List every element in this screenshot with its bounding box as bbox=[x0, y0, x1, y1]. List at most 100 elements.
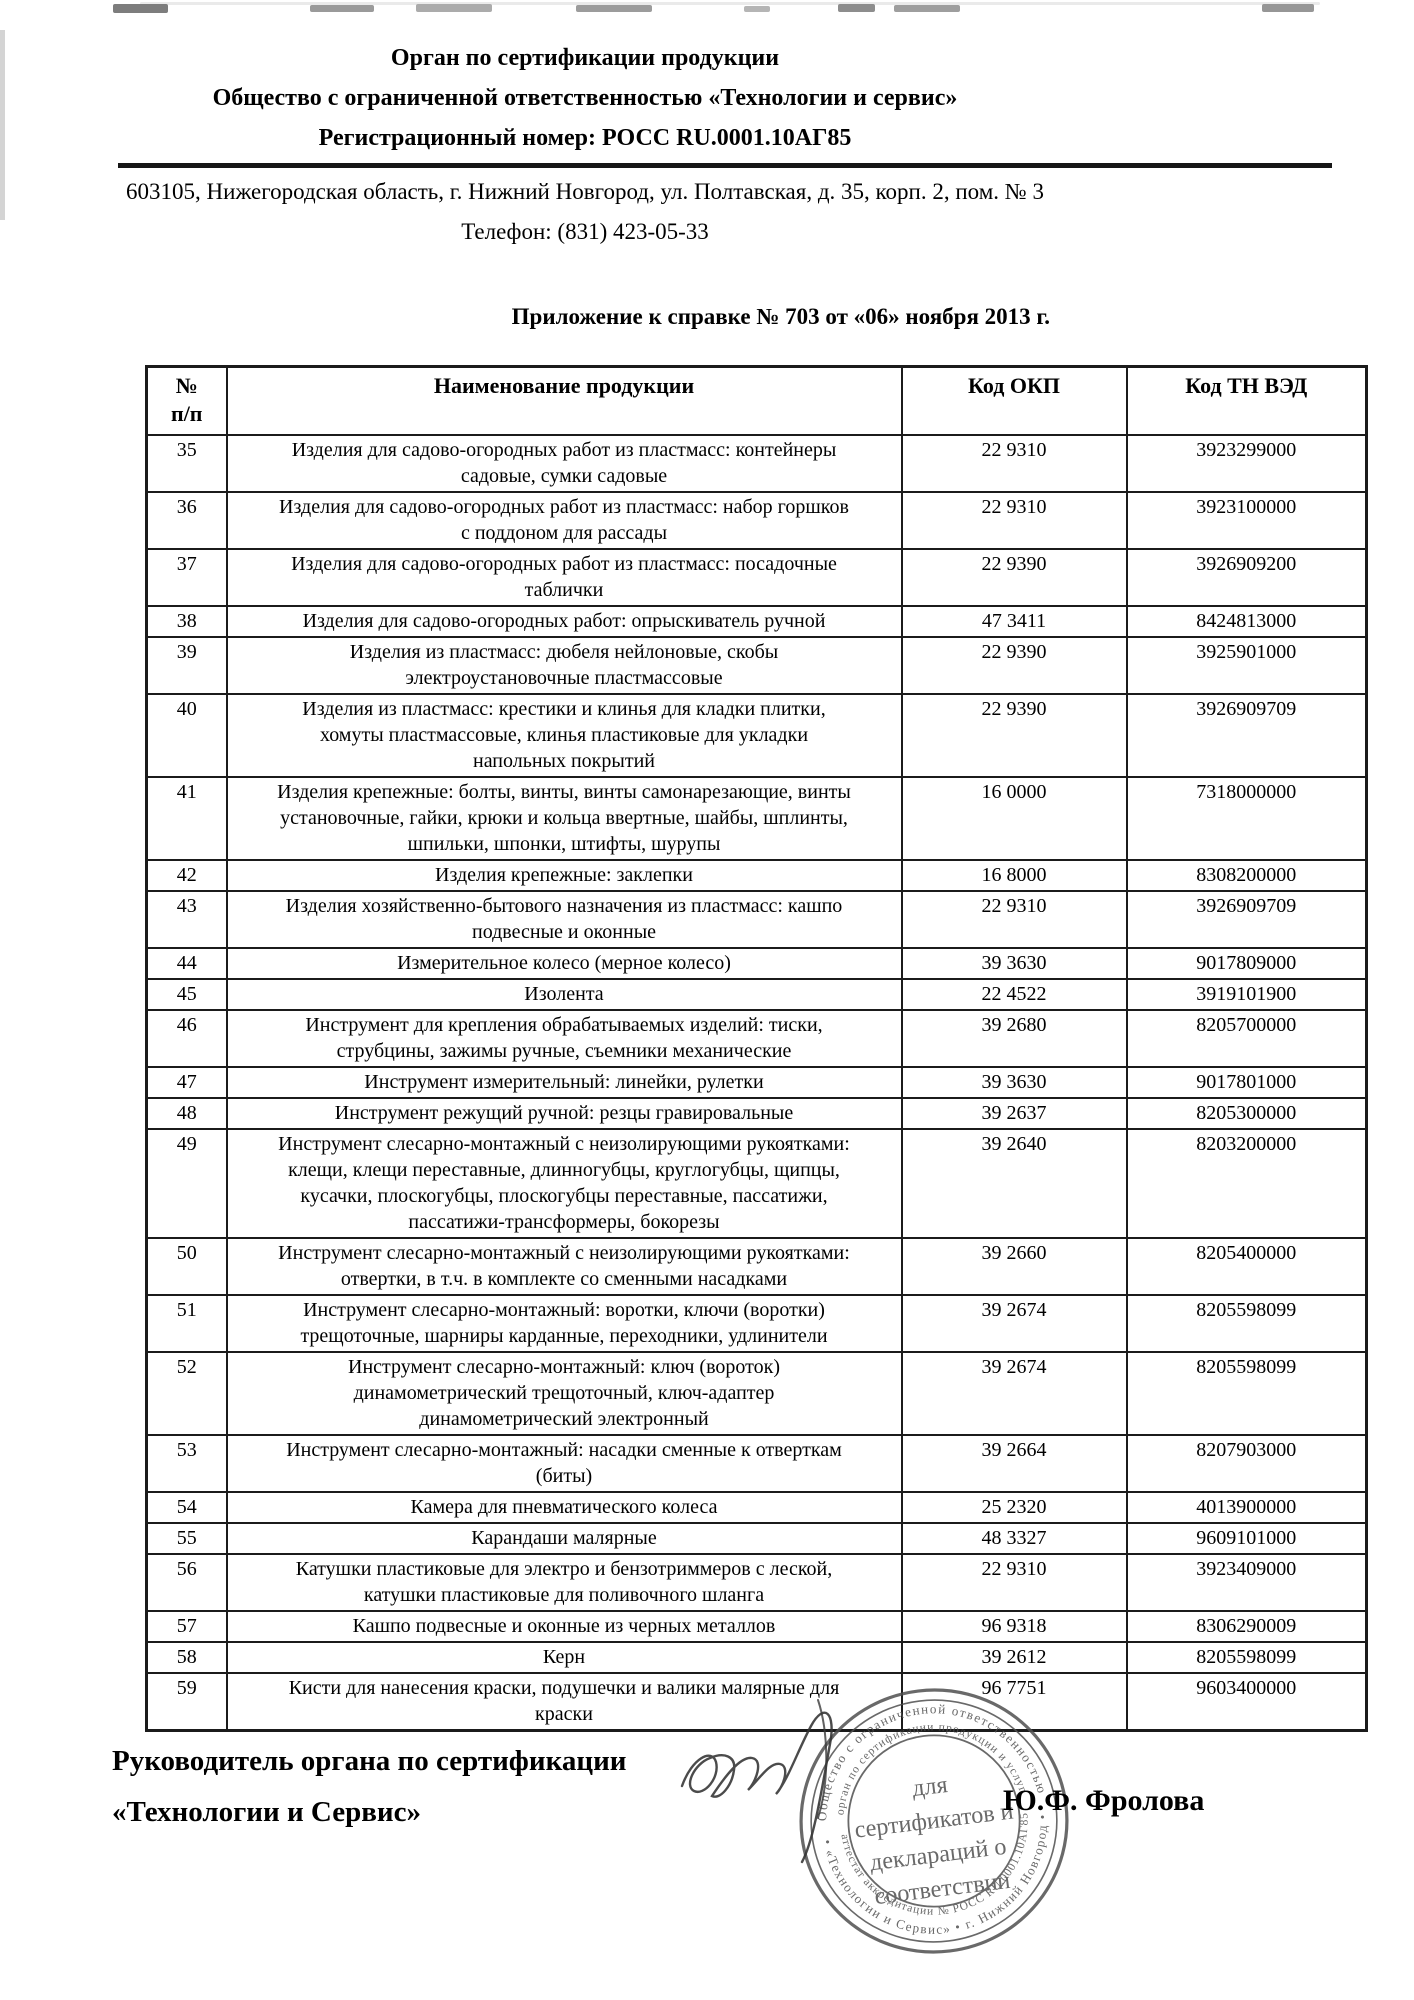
row-tnved: 8205598099 bbox=[1125, 1294, 1368, 1353]
row-num: 46 bbox=[145, 1009, 228, 1068]
stamp-center-line1: для bbox=[911, 1771, 949, 1802]
signatory-role-line1: Руководитель органа по сертификации bbox=[112, 1745, 627, 1777]
row-name: Изделия для садово-огородных работ из пл… bbox=[225, 548, 903, 607]
registration-number: Регистрационный номер: РОСС RU.0001.10АГ… bbox=[318, 125, 852, 151]
row-tnved: 8207903000 bbox=[1125, 1434, 1368, 1493]
table-row: 53 Инструмент слесарно-монтажный: насадки… bbox=[145, 1434, 1368, 1493]
row-tnved: 8306290009 bbox=[1125, 1610, 1368, 1643]
row-tnved: 9603400000 bbox=[1125, 1672, 1368, 1732]
row-num: 45 bbox=[145, 978, 228, 1011]
row-tnved: 3923299000 bbox=[1125, 434, 1368, 493]
row-num: 58 bbox=[145, 1641, 228, 1674]
table-row: 45 Изолента 22 4522 3919101900 bbox=[145, 978, 1368, 1011]
col-header-okp: Код ОКП bbox=[900, 365, 1128, 436]
row-num: 54 bbox=[145, 1491, 228, 1524]
row-name: Измерительное колесо (мерное колесо) bbox=[225, 947, 903, 980]
row-okp: 22 9310 bbox=[900, 1553, 1128, 1612]
scan-edge-shadow bbox=[0, 30, 5, 220]
row-tnved: 3925901000 bbox=[1125, 636, 1368, 695]
table-row: 49 Инструмент слесарно-монтажный с неизол… bbox=[145, 1128, 1368, 1239]
col-header-num-line1: № bbox=[175, 373, 198, 398]
row-tnved: 8205300000 bbox=[1125, 1097, 1368, 1130]
row-okp: 22 9390 bbox=[900, 548, 1128, 607]
table-row: 40 Изделия из пластмасс: крестики и клинь… bbox=[145, 693, 1368, 778]
row-name: Изделия из пластмасс: крестики и клинья … bbox=[225, 693, 903, 778]
row-num: 59 bbox=[145, 1672, 228, 1732]
signatory-role: Руководитель органа по сертификации «Тех… bbox=[112, 1736, 626, 1838]
row-okp: 96 7751 bbox=[900, 1672, 1128, 1732]
table-row: 46 Инструмент для крепления обрабатываемы… bbox=[145, 1009, 1368, 1068]
table-row: 55 Карандаши малярные 48 3327 9609101000 bbox=[145, 1522, 1368, 1555]
row-okp: 39 2660 bbox=[900, 1237, 1128, 1296]
row-num: 38 bbox=[145, 605, 228, 638]
letterhead-divider bbox=[118, 163, 1332, 168]
row-okp: 22 9310 bbox=[900, 491, 1128, 550]
org-phone: Телефон: (831) 423-05-33 bbox=[461, 219, 709, 244]
row-okp: 39 2637 bbox=[900, 1097, 1128, 1130]
row-okp: 39 2680 bbox=[900, 1009, 1128, 1068]
row-tnved: 3923409000 bbox=[1125, 1553, 1368, 1612]
row-num: 53 bbox=[145, 1434, 228, 1493]
table-row: 47 Инструмент измерительный: линейки, рул… bbox=[145, 1066, 1368, 1099]
row-name: Изолента bbox=[225, 978, 903, 1011]
product-table-body: 35 Изделия для садово-огородных работ из … bbox=[145, 434, 1368, 1732]
table-row: 54 Камера для пневматического колеса 25 23… bbox=[145, 1491, 1368, 1524]
row-name: Инструмент слесарно-монтажный: воротки, … bbox=[225, 1294, 903, 1353]
scan-artifact bbox=[140, 2, 1320, 5]
row-tnved: 3919101900 bbox=[1125, 978, 1368, 1011]
row-tnved: 8203200000 bbox=[1125, 1128, 1368, 1239]
row-name: Инструмент режущий ручной: резцы гравиро… bbox=[225, 1097, 903, 1130]
table-header-row: № п/п Наименование продукции Код ОКП Код… bbox=[145, 365, 1368, 436]
row-tnved: 4013900000 bbox=[1125, 1491, 1368, 1524]
certification-stamp: Общество с ограниченной ответственностью… bbox=[799, 1688, 1069, 1954]
row-tnved: 3926909709 bbox=[1125, 890, 1368, 949]
row-num: 36 bbox=[145, 491, 228, 550]
scan-artifact bbox=[310, 5, 374, 12]
row-num: 55 bbox=[145, 1522, 228, 1555]
table-row: 39 Изделия из пластмасс: дюбеля нейлоновы… bbox=[145, 636, 1368, 695]
table-row: 37 Изделия для садово-огородных работ из … bbox=[145, 548, 1368, 607]
row-name: Кисти для нанесения краски, подушечки и … bbox=[225, 1672, 903, 1732]
row-okp: 22 9310 bbox=[900, 434, 1128, 493]
row-name: Инструмент измерительный: линейки, рулет… bbox=[225, 1066, 903, 1099]
handwritten-signature bbox=[680, 1699, 833, 1864]
row-num: 57 bbox=[145, 1610, 228, 1643]
col-header-name: Наименование продукции bbox=[225, 365, 903, 436]
row-num: 47 bbox=[145, 1066, 228, 1099]
row-name: Инструмент слесарно-монтажный: насадки с… bbox=[225, 1434, 903, 1493]
table-row: 51 Инструмент слесарно-монтажный: воротки… bbox=[145, 1294, 1368, 1353]
row-okp: 22 9390 bbox=[900, 693, 1128, 778]
row-tnved: 9609101000 bbox=[1125, 1522, 1368, 1555]
signatory-role-line2: «Технологии и Сервис» bbox=[112, 1796, 421, 1828]
signatory-name: Ю.Ф. Фролова bbox=[1003, 1784, 1205, 1817]
row-okp: 39 2674 bbox=[900, 1294, 1128, 1353]
row-okp: 16 0000 bbox=[900, 776, 1128, 861]
row-okp: 22 9310 bbox=[900, 890, 1128, 949]
row-tnved: 9017809000 bbox=[1125, 947, 1368, 980]
col-header-tnved: Код ТН ВЭД bbox=[1125, 365, 1368, 436]
table-row: 50 Инструмент слесарно-монтажный с неизол… bbox=[145, 1237, 1368, 1296]
row-name: Инструмент слесарно-монтажный с неизолир… bbox=[225, 1128, 903, 1239]
table-row: 43 Изделия хозяйственно-бытового назначен… bbox=[145, 890, 1368, 949]
row-tnved: 9017801000 bbox=[1125, 1066, 1368, 1099]
org-address: 603105, Нижегородская область, г. Нижний… bbox=[126, 179, 1044, 204]
row-num: 43 bbox=[145, 890, 228, 949]
row-okp: 48 3327 bbox=[900, 1522, 1128, 1555]
scan-artifact bbox=[744, 6, 770, 12]
scan-artifact bbox=[416, 4, 492, 12]
row-name: Инструмент слесарно-монтажный: ключ (вор… bbox=[225, 1351, 903, 1436]
row-name: Изделия хозяйственно-бытового назначения… bbox=[225, 890, 903, 949]
table-row: 57 Кашпо подвесные и оконные из черных ме… bbox=[145, 1610, 1368, 1643]
row-tnved: 8205400000 bbox=[1125, 1237, 1368, 1296]
col-header-num-line2: п/п bbox=[171, 401, 203, 426]
row-name: Катушки пластиковые для электро и бензот… bbox=[225, 1553, 903, 1612]
row-tnved: 7318000000 bbox=[1125, 776, 1368, 861]
org-name: Общество с ограниченной ответственностью… bbox=[212, 85, 958, 111]
row-num: 37 bbox=[145, 548, 228, 607]
row-num: 35 bbox=[145, 434, 228, 493]
row-okp: 25 2320 bbox=[900, 1491, 1128, 1524]
row-num: 49 bbox=[145, 1128, 228, 1239]
row-tnved: 8205700000 bbox=[1125, 1009, 1368, 1068]
stamp-inner-ring bbox=[847, 1734, 1021, 1908]
